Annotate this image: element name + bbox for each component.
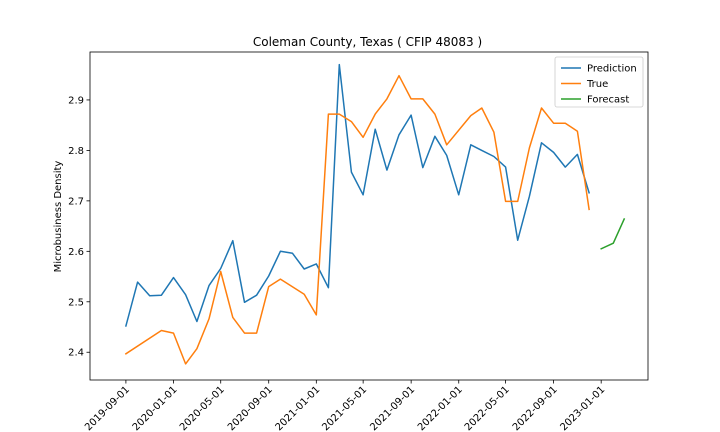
series-line-prediction [124,63,591,327]
axes-frame [89,51,649,381]
chart-title: Coleman County, Texas ( CFIP 48083 ) [253,35,482,49]
legend-label-true: True [586,79,608,90]
y-axis-label: Microbusiness Density [53,161,64,273]
y-tick-label: 2.9 [68,95,84,106]
y-tick-label: 2.8 [68,146,84,157]
legend-box [554,56,644,108]
series-line-forecast [600,218,626,250]
plot-area [124,63,626,365]
y-tick-label: 2.6 [68,247,84,258]
y-tick-label: 2.5 [68,297,84,308]
series-line-true [124,74,590,365]
legend-label-prediction: Prediction [587,64,637,75]
y-tick-label: 2.7 [68,196,84,207]
legend-label-forecast: Forecast [587,95,629,106]
legend: Prediction True Forecast [554,56,644,108]
y-tick-label: 2.4 [68,348,84,359]
